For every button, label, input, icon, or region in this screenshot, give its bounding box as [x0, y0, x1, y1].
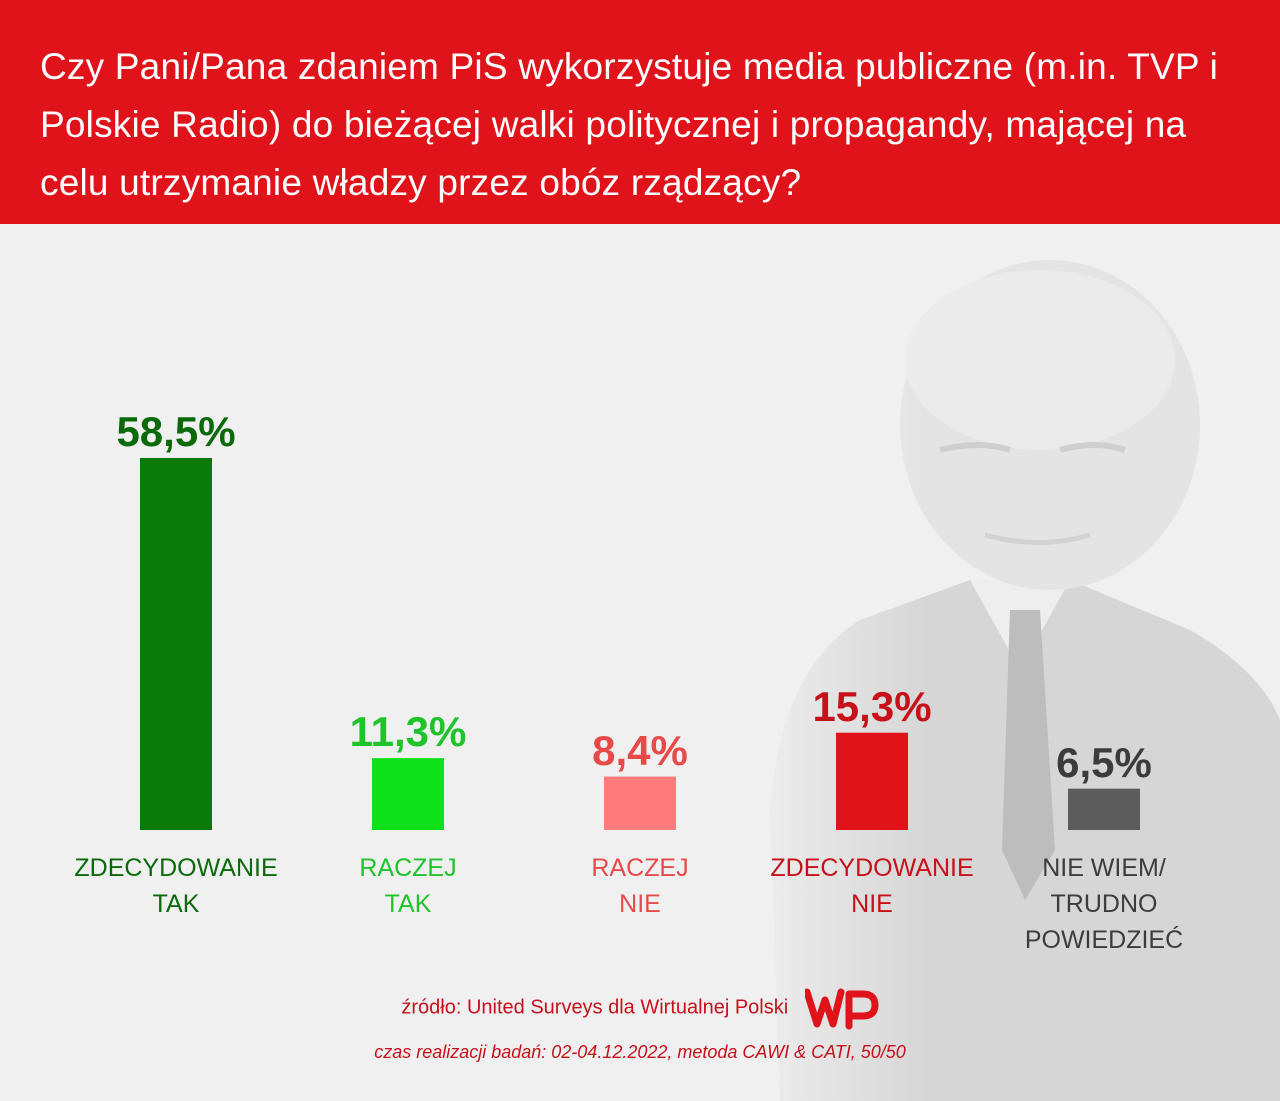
question-title: Czy Pani/Pana zdaniem PiS wykorzystuje m… — [40, 46, 1219, 203]
value-label-4: 6,5% — [1056, 738, 1152, 786]
category-label-1: RACZEJ TAK — [359, 854, 457, 918]
bar-chart-plot — [140, 458, 1140, 830]
bar-3 — [836, 732, 908, 830]
bar-1 — [372, 758, 444, 830]
source-line: źródło: United Surveys dla Wirtualnej Po… — [0, 986, 1280, 1030]
bar-4 — [1068, 788, 1140, 830]
background-portrait-image — [740, 250, 1280, 1101]
bar-chart: 58,5% ZDECYDOWANIE TAK 11,3% RACZEJ TAK 8,4%… — [0, 224, 1280, 984]
wp-logo-icon — [804, 988, 879, 1030]
category-label-0: ZDECYDOWANIE TAK — [74, 854, 278, 918]
methodology-note: czas realizacji badań: 02-04.12.2022, me… — [374, 1042, 906, 1062]
value-label-2: 8,4% — [592, 726, 688, 774]
category-label-2: RACZEJ NIE — [591, 854, 689, 918]
value-label-0: 58,5% — [116, 408, 236, 455]
category-label-3: ZDECYDOWANIE NIE — [770, 854, 974, 918]
value-label-3: 15,3% — [812, 682, 932, 730]
category-label-4: NIE WIEM/ TRUDNO POWIEDZIEĆ — [1024, 854, 1184, 954]
source-text: źródło: United Surveys dla Wirtualnej Po… — [401, 996, 789, 1019]
bar-2 — [604, 776, 676, 830]
header-banner: Czy Pani/Pana zdaniem PiS wykorzystuje m… — [0, 0, 1280, 224]
value-label-1: 11,3% — [349, 708, 467, 756]
bar-0 — [140, 458, 212, 830]
